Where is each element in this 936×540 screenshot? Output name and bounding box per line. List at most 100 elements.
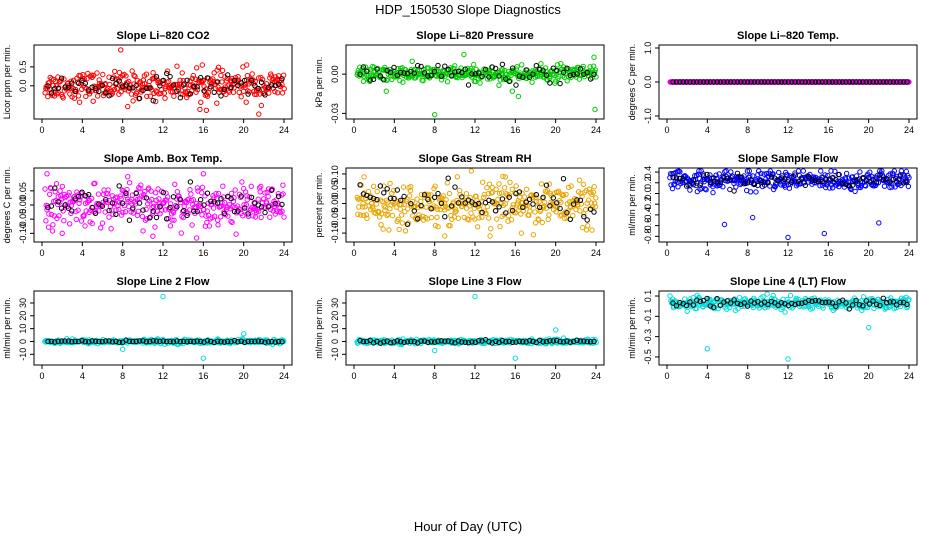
mean-point (833, 303, 839, 310)
mean-point (164, 216, 170, 222)
mean-point (476, 338, 482, 344)
data-point (477, 80, 483, 86)
y-tick-label: 30 (330, 298, 340, 308)
data-point (165, 194, 171, 200)
data-point (126, 78, 132, 85)
mean-point (680, 79, 686, 85)
mean-point (489, 64, 495, 70)
mean-point (265, 204, 272, 210)
data-point (187, 187, 193, 193)
data-point (479, 214, 485, 220)
data-point (123, 73, 129, 79)
data-point (180, 208, 186, 215)
mean-point (677, 175, 683, 182)
mean-point (533, 62, 539, 69)
mean-point (697, 298, 703, 305)
data-point (378, 211, 385, 217)
data-point (89, 195, 95, 202)
data-point (142, 217, 149, 223)
data-point (92, 208, 99, 214)
data-point (447, 223, 453, 229)
mean-point (431, 68, 438, 75)
data-point (90, 98, 96, 104)
mean-point (509, 207, 516, 214)
x-tick-label: 16 (823, 248, 833, 258)
mean-point (357, 182, 363, 188)
y-tick-label: -10 (330, 348, 340, 361)
data-point (100, 71, 106, 78)
mean-point (48, 203, 55, 209)
mean-point (683, 183, 690, 189)
data-point (211, 213, 218, 219)
data-point (530, 232, 537, 238)
data-point (82, 223, 88, 229)
mean-point (89, 204, 95, 211)
data-point (374, 188, 380, 195)
mean-point (867, 79, 873, 85)
data-point (509, 204, 516, 211)
mean-point (174, 204, 180, 210)
mean-point (717, 79, 724, 85)
mean-point (99, 338, 106, 345)
y-tick-label: 0.00 (330, 195, 340, 213)
mean-point (843, 300, 849, 306)
mean-point (680, 176, 686, 182)
data-point (229, 219, 235, 226)
mean-point (721, 79, 727, 85)
mean-point (469, 71, 475, 77)
data-point (391, 187, 397, 194)
mean-point (792, 301, 798, 308)
mean-point (394, 338, 400, 344)
data-point (494, 73, 500, 79)
data-point (746, 168, 752, 174)
mean-point (360, 64, 367, 70)
data-point (397, 206, 403, 212)
mean-point (58, 205, 65, 211)
x-tick-label: 8 (745, 125, 750, 135)
mean-point (140, 207, 146, 213)
mean-point (887, 79, 893, 85)
data-point (65, 192, 71, 198)
data-point (672, 181, 678, 187)
data-point (150, 203, 157, 210)
mean-point (99, 82, 106, 89)
mean-point (72, 88, 78, 95)
mean-point (245, 91, 251, 97)
x-tick-label: 20 (239, 248, 249, 258)
data-point (156, 196, 162, 202)
mean-point (174, 338, 180, 344)
data-point (428, 214, 435, 221)
data-point (218, 203, 225, 209)
data-point (219, 67, 226, 74)
data-point (399, 220, 406, 226)
data-point (360, 212, 367, 219)
mean-point (394, 72, 400, 79)
x-tick-label: 0 (39, 125, 44, 135)
mean-point (153, 338, 160, 344)
data-point (906, 175, 912, 181)
mean-point (238, 80, 245, 86)
mean-point (153, 74, 160, 80)
mean-point (225, 72, 231, 78)
data-point (388, 202, 394, 208)
mean-point (113, 338, 119, 344)
mean-point (829, 300, 836, 306)
mean-point (177, 338, 184, 345)
mean-point (758, 178, 764, 184)
data-point (720, 184, 726, 190)
data-point (755, 171, 761, 178)
mean-point (877, 302, 883, 309)
data-point (581, 211, 587, 217)
data-point (560, 192, 567, 199)
mean-point (537, 204, 543, 211)
data-point (257, 189, 263, 195)
mean-point (704, 79, 710, 85)
data-point (532, 209, 538, 215)
mean-point (415, 62, 421, 69)
mean-point (194, 208, 200, 215)
data-point (76, 200, 82, 207)
data-point (586, 186, 593, 192)
mean-point (381, 190, 387, 196)
mean-point (574, 337, 580, 343)
data-point (411, 204, 417, 211)
